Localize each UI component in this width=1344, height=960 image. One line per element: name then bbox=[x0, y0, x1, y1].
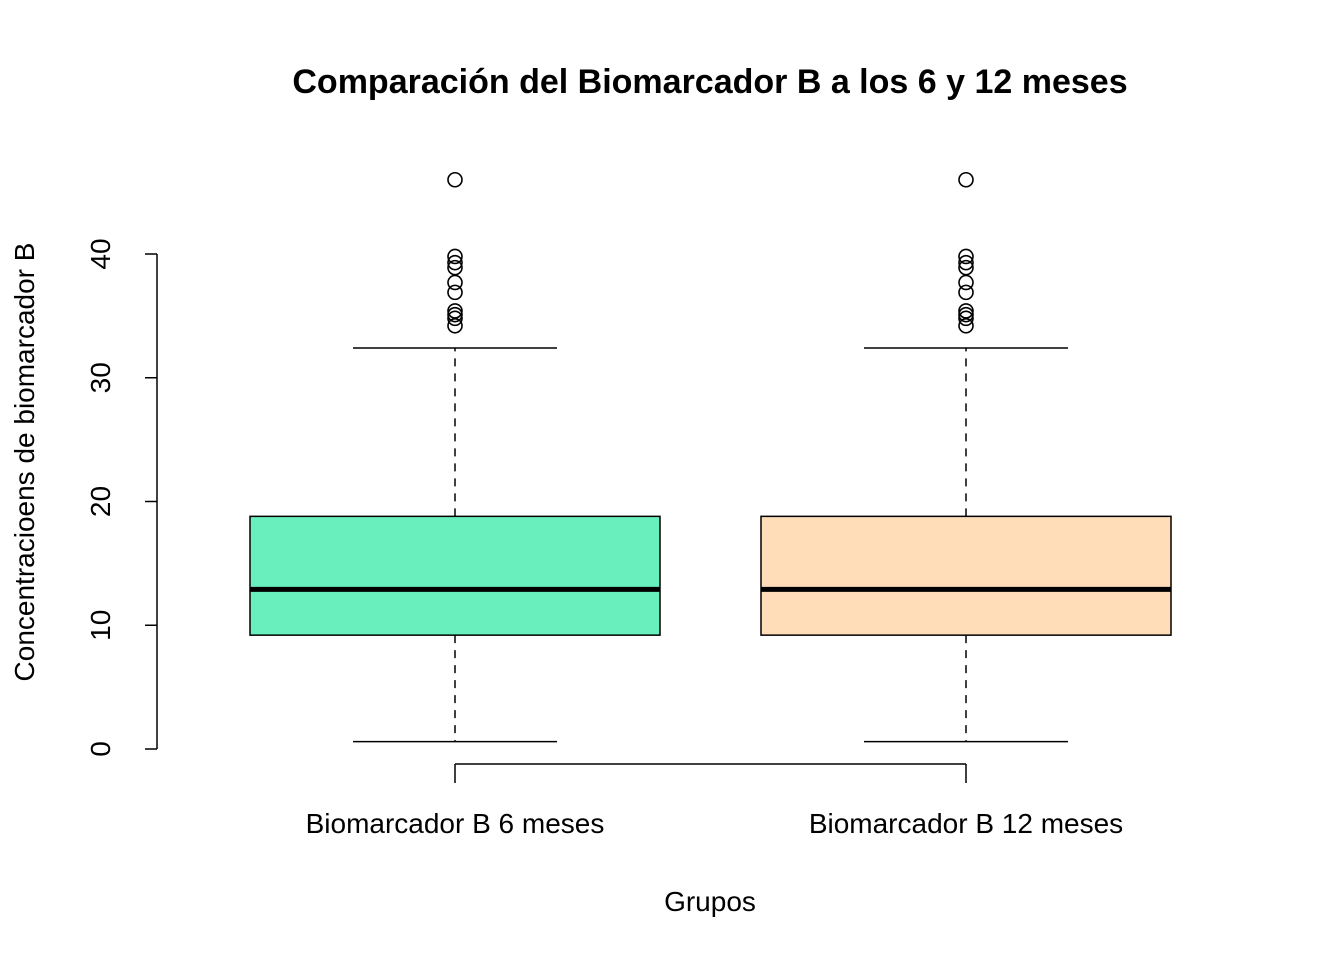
outlier-point bbox=[958, 284, 974, 301]
y-tick-label: 30 bbox=[85, 362, 116, 393]
outlier-point bbox=[447, 284, 463, 301]
box bbox=[760, 515, 1172, 636]
y-axis-label: Concentracioens de biomarcador B bbox=[9, 243, 40, 682]
outlier-point bbox=[447, 274, 463, 291]
outlier-point bbox=[958, 303, 974, 319]
outlier-point bbox=[958, 259, 974, 276]
outlier-point bbox=[958, 317, 974, 334]
y-tick-label: 10 bbox=[85, 610, 116, 641]
outlier-point bbox=[447, 306, 463, 323]
outlier-point bbox=[958, 310, 974, 327]
outlier-point bbox=[958, 306, 974, 323]
outlier-point bbox=[958, 171, 974, 188]
x-axis-label: Grupos bbox=[664, 886, 756, 917]
y-tick-label: 0 bbox=[85, 741, 116, 757]
outlier-point bbox=[958, 274, 974, 291]
outlier-point bbox=[447, 254, 463, 271]
outlier-point bbox=[447, 303, 463, 319]
outlier-point bbox=[958, 254, 974, 271]
outlier-point bbox=[447, 310, 463, 327]
outlier-point bbox=[447, 248, 463, 265]
y-tick-label: 20 bbox=[85, 486, 116, 517]
outlier-point bbox=[447, 317, 463, 334]
y-tick-label: 40 bbox=[85, 238, 116, 269]
outlier-point bbox=[447, 259, 463, 276]
chart-title: Comparación del Biomarcador B a los 6 y … bbox=[292, 63, 1127, 101]
x-tick-label: Biomarcador B 12 meses bbox=[809, 808, 1123, 839]
box bbox=[249, 515, 661, 636]
outlier-point bbox=[958, 248, 974, 265]
outlier-point bbox=[447, 171, 463, 188]
x-tick-label: Biomarcador B 6 meses bbox=[306, 808, 605, 839]
